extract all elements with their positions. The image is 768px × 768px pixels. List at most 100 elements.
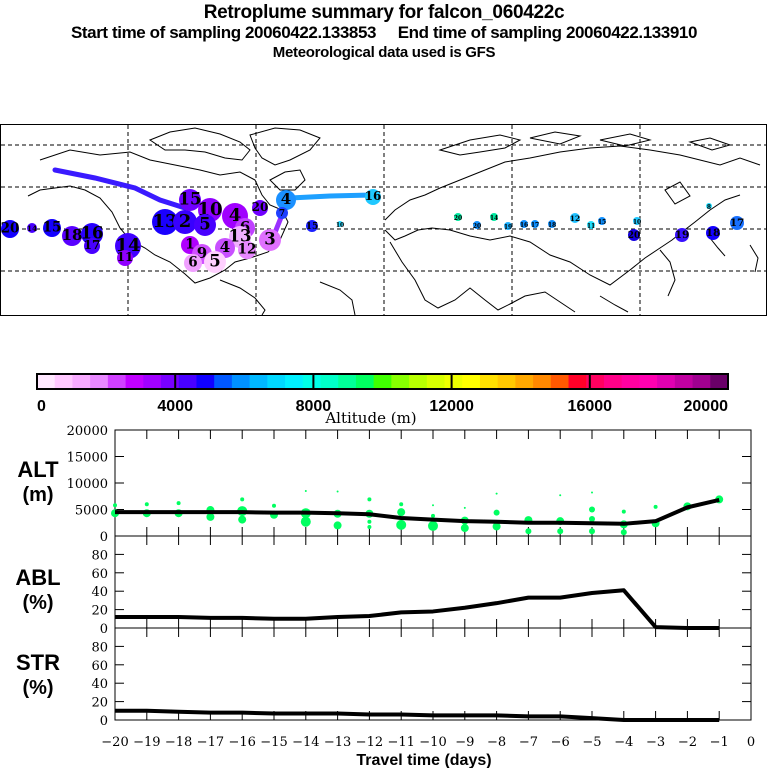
str-ytick-label: 20	[91, 696, 108, 711]
alt-panel-title: ALT	[17, 457, 59, 482]
scatter-point	[620, 529, 627, 536]
colorbar-label: Altitude (m)	[324, 409, 416, 427]
plume-marker-label: 12	[570, 214, 580, 223]
colorbar-swatch	[515, 374, 534, 389]
colorbar-swatch	[710, 374, 729, 389]
scatter-point	[589, 506, 595, 513]
end-time-label: End time of sampling 20060422.133910	[397, 23, 698, 42]
colorbar-swatch	[267, 374, 286, 389]
alt-ytick-label: 5000	[75, 504, 108, 519]
colorbar-tick-label: 0	[37, 398, 46, 415]
colorbar-swatch	[320, 374, 339, 389]
plume-marker: 12	[570, 213, 580, 223]
colorbar-swatch	[568, 374, 587, 389]
plume-marker-circle	[81, 223, 103, 245]
plume-marker-circle	[675, 228, 689, 242]
colorbar-swatch	[231, 374, 251, 389]
alt-ytick-label: 0	[100, 530, 108, 545]
north-pacific-path	[52, 167, 188, 211]
plume-marker-label: 15	[179, 189, 202, 208]
plume-marker-label: 20	[454, 215, 462, 222]
scatter-point	[463, 506, 466, 509]
x-tick-label: −15	[260, 735, 287, 750]
plume-marker: 16	[520, 220, 528, 229]
x-tick-label: −1	[710, 735, 729, 750]
colorbar-swatch	[72, 374, 91, 389]
plume-marker-label: 17	[730, 217, 745, 229]
scatter-point	[399, 502, 404, 507]
abl-panel-title: ABL	[15, 565, 60, 590]
plume-marker-label: 16	[520, 222, 528, 229]
x-tick-label: −6	[551, 735, 570, 750]
colorbar-swatch	[355, 374, 375, 389]
scatter-point	[557, 528, 564, 535]
str-ytick-label: 40	[91, 677, 108, 692]
plume-marker: 5	[194, 214, 216, 236]
str-ytick-label: 60	[91, 659, 108, 674]
x-tick-label: −5	[582, 735, 601, 750]
x-tick-label: −20	[101, 735, 128, 750]
plume-marker-circle	[548, 220, 556, 228]
scatter-point	[367, 497, 372, 502]
plume-marker-circle	[706, 226, 720, 240]
scatter-point	[492, 522, 501, 531]
plume-marker-circle	[365, 189, 381, 205]
alt-ytick-label: 15000	[67, 451, 108, 466]
altitude-colorbar: 0 4000 8000 12000 16000 20000	[36, 373, 729, 415]
plume-marker: 17	[531, 220, 539, 229]
plume-marker: 20	[628, 229, 640, 241]
plume-marker-circle	[473, 221, 481, 229]
plume-marker: 6	[184, 254, 202, 272]
plume-marker-circle	[531, 220, 539, 228]
plume-marker-label: 9	[197, 244, 207, 262]
x-tick-label: −11	[387, 735, 414, 750]
plume-marker-circle	[570, 213, 580, 223]
colorbar-swatch	[479, 374, 499, 389]
plume-marker: 20	[454, 213, 462, 222]
colorbar-swatch	[107, 374, 127, 389]
plume-marker-circle	[117, 250, 133, 266]
abl-panel: 0 20 40 60 80	[91, 535, 752, 637]
scatter-point	[304, 489, 307, 492]
plume-marker-label: 6	[240, 218, 250, 236]
plume-marker-circle	[252, 200, 268, 216]
plume-marker-circle	[179, 189, 201, 211]
plume-marker: 11	[117, 250, 133, 266]
plume-marker: 17	[84, 238, 100, 254]
plume-marker-circle	[173, 210, 197, 234]
colorbar-swatch	[338, 374, 357, 389]
start-time-label: Start time of sampling 20060422.133853	[70, 23, 377, 42]
colorbar-swatch	[533, 374, 552, 389]
colorbar-swatch	[391, 374, 410, 389]
time-series-panels: 0 5000 10000 15000 20000 0 20 40 60 80 0 20 40 60 80 −2…	[67, 424, 756, 750]
colorbar-swatch	[161, 374, 180, 389]
coastlines	[27, 127, 761, 316]
scatter-point	[206, 512, 215, 521]
colorbar-swatch	[692, 374, 711, 389]
plume-marker: 20	[1, 220, 19, 238]
plume-marker: 15	[306, 220, 318, 232]
plume-marker-circle	[520, 220, 528, 228]
colorbar-swatch	[586, 374, 605, 389]
colorbar-frame	[36, 373, 729, 390]
abl-ytick-label: 0	[100, 622, 108, 637]
plume-marker: 14	[27, 223, 37, 233]
scatter-point	[591, 491, 593, 494]
plume-marker: 15	[179, 189, 202, 211]
abl-series-line	[115, 588, 720, 630]
plume-marker: 20	[252, 200, 268, 216]
plume-marker-circle	[194, 214, 216, 236]
plume-marker-circle	[27, 223, 37, 233]
scatter-point	[397, 508, 406, 517]
x-tick-label: 0	[747, 735, 755, 750]
plume-marker-circle	[84, 238, 100, 254]
plume-marker-label: 12	[238, 242, 257, 258]
colorbar-swatch	[249, 374, 268, 389]
plume-marker-circle	[1, 220, 19, 238]
plume-marker-label: 18	[548, 222, 556, 229]
plume-marker-label: 15	[43, 220, 62, 236]
plume-marker: 16	[81, 223, 103, 245]
x-tick-label: −10	[419, 735, 446, 750]
plume-marker-circle	[276, 207, 288, 219]
x-tick-label: −8	[487, 735, 506, 750]
